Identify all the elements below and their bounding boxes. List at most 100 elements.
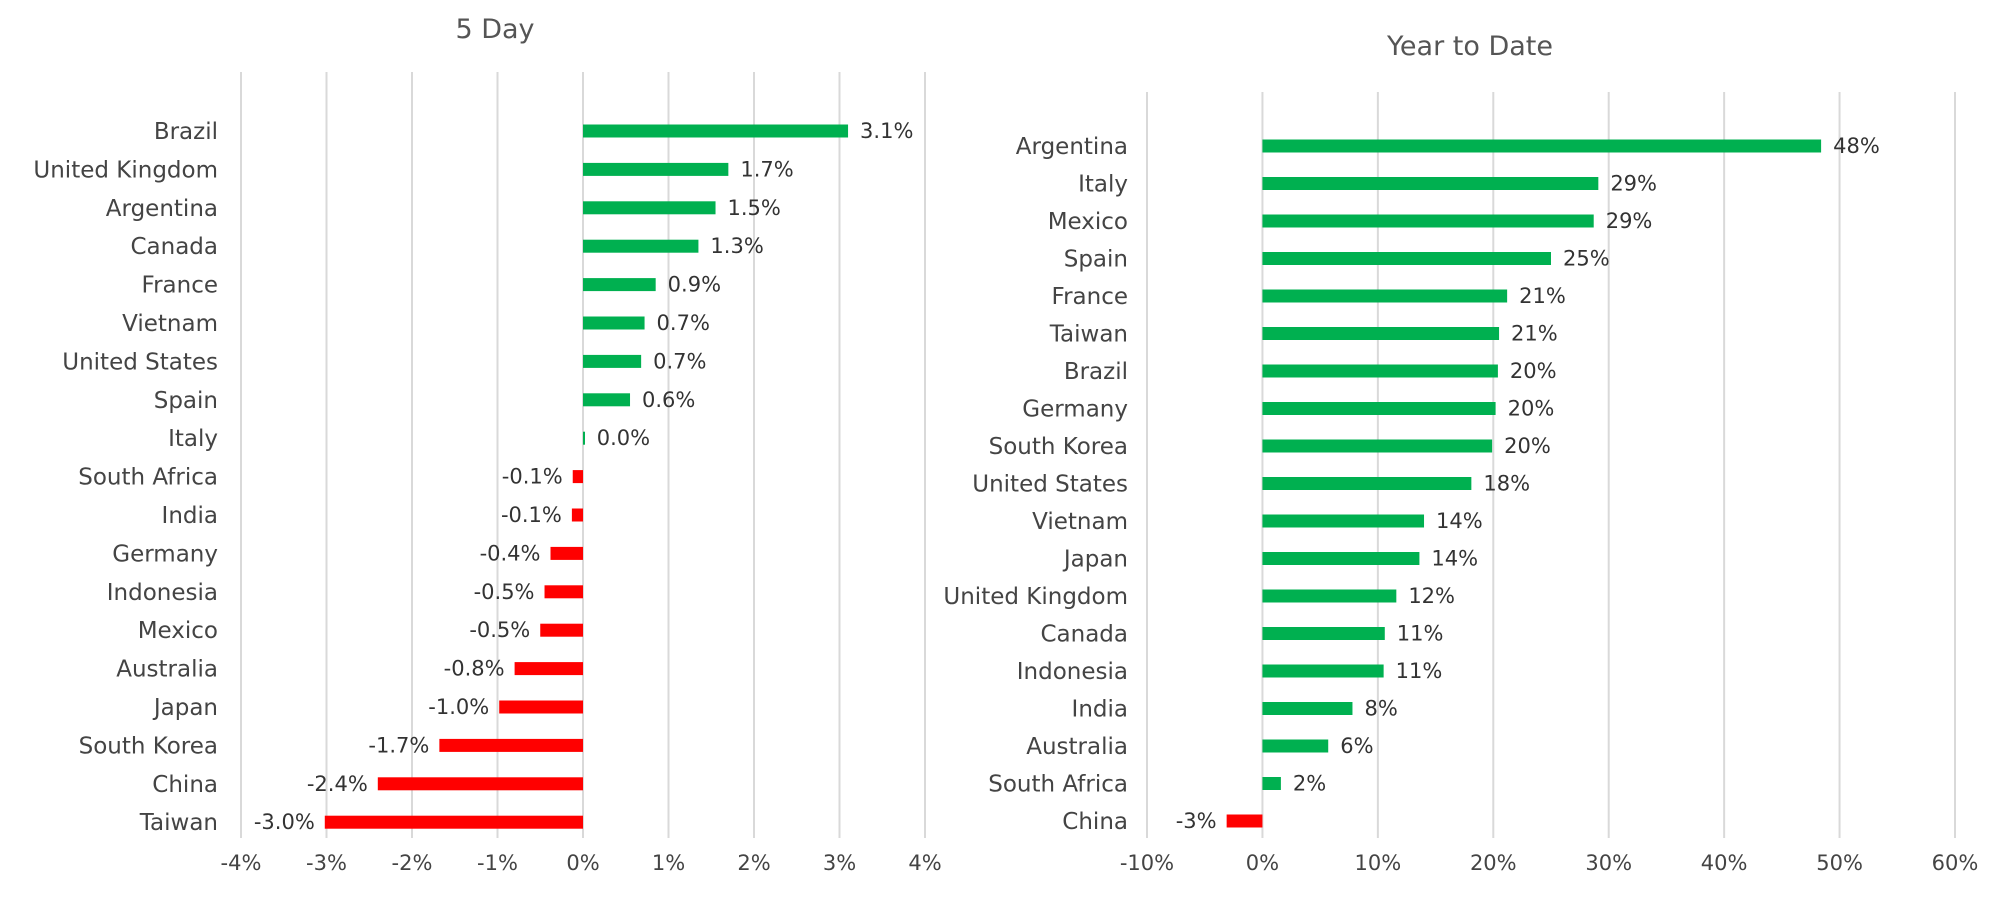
bar-5-day-france [583, 278, 656, 292]
x-tick-label-5-day-1: -3% [306, 851, 347, 875]
category-label-year-to-date-south-africa: South Africa [988, 772, 1128, 798]
data-label-5-day-south-africa: -0.1% [502, 465, 563, 489]
bar-year-to-date-united-states [1262, 477, 1472, 490]
bar-year-to-date-france [1262, 289, 1508, 303]
data-label-year-to-date-indonesia: 11% [1396, 659, 1443, 683]
category-label-5-day-germany: Germany [112, 541, 218, 567]
category-label-5-day-south-africa: South Africa [78, 465, 218, 491]
data-label-5-day-china: -2.4% [307, 772, 368, 796]
category-label-year-to-date-france: France [1052, 284, 1128, 310]
bar-5-day-argentina [583, 201, 716, 215]
data-label-year-to-date-canada: 11% [1397, 622, 1444, 646]
data-label-year-to-date-japan: 14% [1431, 547, 1478, 571]
data-label-year-to-date-south-korea: 20% [1504, 434, 1551, 458]
bar-5-day-vietnam [583, 316, 645, 330]
bar-5-day-south-korea [439, 738, 583, 752]
category-label-year-to-date-vietnam: Vietnam [1032, 509, 1128, 535]
x-tick-label-5-day-0: -4% [221, 851, 262, 875]
bar-year-to-date-china [1226, 814, 1263, 828]
bar-year-to-date-india [1262, 702, 1353, 715]
category-label-year-to-date-japan: Japan [1062, 547, 1128, 573]
category-label-year-to-date-brazil: Brazil [1064, 359, 1128, 385]
data-label-5-day-spain: 0.6% [642, 388, 695, 412]
category-label-5-day-mexico: Mexico [138, 618, 218, 644]
x-tick-label-5-day-3: -1% [477, 851, 518, 875]
data-label-5-day-united-kingdom: 1.7% [740, 157, 793, 181]
category-label-year-to-date-taiwan: Taiwan [1049, 322, 1128, 348]
category-label-5-day-australia: Australia [116, 657, 218, 683]
category-label-year-to-date-germany: Germany [1022, 397, 1128, 423]
bar-year-to-date-spain [1262, 252, 1551, 265]
category-label-year-to-date-italy: Italy [1078, 172, 1128, 198]
category-label-year-to-date-united-kingdom: United Kingdom [943, 584, 1128, 610]
data-label-5-day-south-korea: -1.7% [368, 733, 429, 757]
data-label-5-day-italy: 0.0% [597, 426, 650, 450]
category-label-5-day-china: China [152, 772, 218, 798]
bar-5-day-canada [583, 239, 699, 253]
category-label-year-to-date-mexico: Mexico [1048, 209, 1128, 235]
data-label-5-day-taiwan: -3.0% [254, 810, 315, 834]
bar-5-day-germany [550, 546, 583, 560]
bar-5-day-united-states [583, 354, 642, 368]
data-label-5-day-mexico: -0.5% [469, 618, 530, 642]
bar-5-day-indonesia [544, 585, 583, 599]
data-label-year-to-date-united-states: 18% [1483, 472, 1530, 496]
data-label-5-day-australia: -0.8% [444, 657, 505, 681]
bar-5-day-mexico [540, 623, 583, 637]
bar-5-day-japan [499, 700, 583, 714]
bar-5-day-united-kingdom [583, 162, 729, 176]
category-label-year-to-date-china: China [1062, 809, 1128, 835]
chart-title-year-to-date: Year to Date [1386, 31, 1553, 62]
bar-year-to-date-south-korea [1262, 439, 1493, 453]
data-label-year-to-date-south-africa: 2% [1293, 772, 1326, 796]
bar-5-day-spain [583, 393, 631, 407]
bar-5-day-taiwan [324, 815, 583, 829]
category-label-5-day-italy: Italy [168, 426, 218, 452]
x-tick-label-year-to-date-2: 10% [1355, 851, 1402, 875]
category-label-5-day-vietnam: Vietnam [122, 311, 218, 337]
bar-year-to-date-indonesia [1262, 664, 1384, 678]
data-label-5-day-japan: -1.0% [428, 695, 489, 719]
data-label-year-to-date-vietnam: 14% [1436, 509, 1483, 533]
category-label-year-to-date-united-states: United States [972, 472, 1128, 498]
bar-year-to-date-australia [1262, 739, 1329, 753]
category-label-year-to-date-australia: Australia [1026, 734, 1128, 760]
category-label-year-to-date-argentina: Argentina [1016, 134, 1128, 160]
data-label-year-to-date-italy: 29% [1610, 172, 1657, 196]
x-tick-label-5-day-2: -2% [392, 851, 433, 875]
bar-year-to-date-united-kingdom [1262, 589, 1397, 603]
category-label-year-to-date-south-korea: South Korea [989, 434, 1128, 460]
data-label-5-day-brazil: 3.1% [860, 119, 913, 143]
bar-year-to-date-south-africa [1262, 777, 1281, 790]
bar-year-to-date-germany [1262, 402, 1496, 415]
bar-year-to-date-taiwan [1262, 327, 1500, 340]
category-label-5-day-united-kingdom: United Kingdom [33, 157, 218, 183]
data-label-year-to-date-china: -3% [1176, 809, 1217, 833]
bar-year-to-date-mexico [1262, 214, 1594, 228]
data-label-5-day-canada: 1.3% [710, 234, 763, 258]
x-tick-label-5-day-6: 2% [737, 851, 770, 875]
data-label-5-day-france: 0.9% [668, 273, 721, 297]
x-tick-label-year-to-date-6: 50% [1816, 851, 1863, 875]
x-tick-label-year-to-date-1: 0% [1246, 851, 1279, 875]
category-label-5-day-india: India [162, 503, 218, 529]
category-label-5-day-brazil: Brazil [154, 119, 218, 145]
bar-year-to-date-brazil [1262, 364, 1498, 378]
category-label-5-day-taiwan: Taiwan [139, 810, 218, 836]
data-label-year-to-date-argentina: 48% [1833, 134, 1880, 158]
data-label-year-to-date-united-kingdom: 12% [1408, 584, 1455, 608]
x-tick-label-year-to-date-0: -10% [1120, 851, 1174, 875]
data-label-year-to-date-india: 8% [1364, 697, 1397, 721]
category-label-5-day-canada: Canada [130, 234, 218, 260]
data-label-year-to-date-taiwan: 21% [1511, 322, 1558, 346]
chart-title-5-day: 5 Day [455, 14, 534, 45]
category-label-5-day-france: France [142, 273, 218, 299]
x-tick-label-5-day-5: 1% [652, 851, 685, 875]
bar-year-to-date-japan [1262, 552, 1420, 565]
data-label-year-to-date-brazil: 20% [1510, 359, 1557, 383]
data-label-5-day-vietnam: 0.7% [657, 311, 710, 335]
bar-year-to-date-italy [1262, 177, 1599, 190]
data-label-5-day-argentina: 1.5% [728, 196, 781, 220]
bar-5-day-brazil [583, 124, 849, 138]
